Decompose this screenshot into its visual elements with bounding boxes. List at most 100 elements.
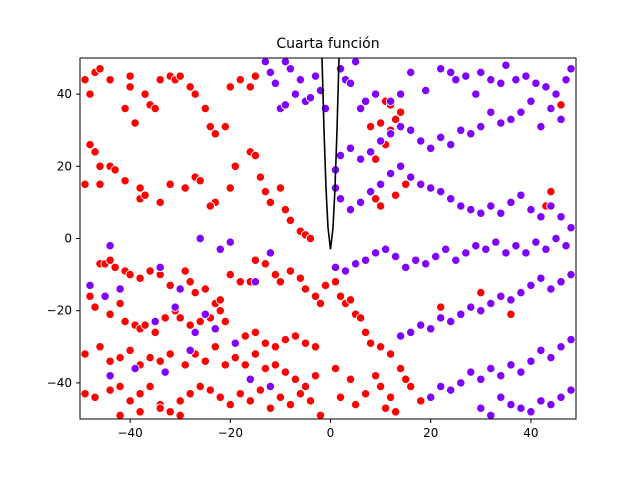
scatter-point-purple <box>466 129 476 139</box>
scatter-point-red <box>385 349 396 359</box>
scatter-point-red <box>225 269 235 280</box>
scatter-point-red <box>185 82 195 92</box>
scatter-point-red <box>245 396 255 406</box>
scatter-point-purple <box>421 85 431 96</box>
scatter-point-purple <box>305 93 316 103</box>
scatter-point-red <box>270 360 281 370</box>
scatter-point-purple <box>441 244 451 254</box>
scatter-point-red <box>250 71 261 81</box>
scatter-point-purple <box>270 78 281 88</box>
plot-area <box>80 58 576 419</box>
scatter-point-red <box>401 179 411 189</box>
scatter-point-purple <box>421 259 431 269</box>
decision-curve <box>321 58 340 250</box>
scatter-point-purple <box>230 338 240 348</box>
scatter-point-purple <box>526 407 536 417</box>
scatter-point-purple <box>160 367 170 377</box>
scatter-point-red <box>125 345 135 356</box>
scatter-point-purple <box>330 262 341 273</box>
scatter-point-purple <box>501 248 511 258</box>
scatter-point-red <box>225 82 235 92</box>
scatter-point-purple <box>265 381 276 392</box>
scatter-point-red <box>365 338 376 348</box>
scatter-point-purple <box>511 75 521 85</box>
scatter-point-red <box>120 103 130 114</box>
scatter-point-red <box>395 107 406 117</box>
scatter-point-purple <box>531 78 541 88</box>
scatter-point-red <box>175 71 185 81</box>
scatter-point-red <box>235 75 245 85</box>
y-tick-label: 0 <box>64 232 72 246</box>
scatter-point-red <box>135 273 145 283</box>
scatter-point-purple <box>456 125 466 135</box>
scatter-point-purple <box>516 367 526 377</box>
scatter-point-purple <box>561 75 571 85</box>
scatter-point-purple <box>416 179 426 189</box>
scatter-point-purple <box>411 255 421 265</box>
scatter-point-purple <box>426 392 436 402</box>
scatter-point-purple <box>526 356 536 366</box>
scatter-point-red <box>285 399 296 410</box>
scatter-point-purple <box>436 186 446 197</box>
scatter-point-red <box>180 266 190 276</box>
scatter-point-purple <box>506 399 516 410</box>
y-tick-label: −40 <box>47 376 72 390</box>
scatter-point-red <box>546 186 556 197</box>
scatter-point-purple <box>350 259 361 269</box>
scatter-point-purple <box>521 248 531 258</box>
scatter-point-red <box>240 360 250 370</box>
scatter-point-purple <box>365 147 376 157</box>
scatter-point-purple <box>280 58 291 67</box>
scatter-point-red <box>285 215 296 226</box>
scatter-point-red <box>180 360 190 370</box>
scatter-point-red <box>105 75 115 85</box>
scatter-point-red <box>165 179 175 189</box>
scatter-point-purple <box>476 67 486 78</box>
scatter-point-purple <box>426 143 436 153</box>
scatter-point-red <box>125 269 135 280</box>
scatter-point-red <box>235 277 245 287</box>
scatter-point-purple <box>155 262 165 273</box>
scatter-point-purple <box>476 208 486 218</box>
scatter-point-purple <box>390 251 401 262</box>
scatter-point-red <box>85 89 95 99</box>
x-tick-label: −20 <box>218 426 243 440</box>
scatter-point-red <box>155 197 165 208</box>
scatter-point-red <box>125 82 135 92</box>
scatter-point-purple <box>486 363 496 374</box>
scatter-point-purple <box>546 201 556 211</box>
scatter-point-purple <box>401 262 411 273</box>
scatter-point-red <box>260 363 271 374</box>
scatter-point-purple <box>531 237 541 247</box>
scatter-point-purple <box>446 316 456 327</box>
scatter-point-purple <box>85 280 95 291</box>
scatter-point-purple <box>496 118 506 128</box>
scatter-point-red <box>275 183 286 193</box>
scatter-point-red <box>175 410 185 419</box>
scatter-point-red <box>556 100 566 110</box>
axes: −40 −20 0 20 40 −40 −20 0 20 40 <box>47 57 577 440</box>
scatter-point-red <box>250 150 261 161</box>
scatter-point-purple <box>385 129 396 139</box>
scatter-point-purple <box>521 71 531 81</box>
scatter-point-purple <box>426 324 436 334</box>
scatter-point-red <box>145 352 155 363</box>
scatter-point-purple <box>360 96 371 106</box>
scatter-point-red <box>300 338 311 348</box>
scatter-point-purple <box>476 403 486 413</box>
scatter-point-purple <box>260 58 271 67</box>
scatter-point-red <box>375 381 386 392</box>
scatter-point-purple <box>556 212 566 222</box>
scatter-point-red <box>255 172 266 182</box>
scatter-point-red <box>145 381 155 392</box>
scatter-point-red <box>125 396 135 406</box>
scatter-point-purple <box>370 248 381 258</box>
scatter-point-purple <box>426 183 436 193</box>
scatter-point-purple <box>185 345 195 356</box>
scatter-point-red <box>380 403 391 413</box>
scatter-point-purple <box>466 204 476 215</box>
scatter-point-purple <box>496 371 506 381</box>
scatter-point-red <box>190 89 200 99</box>
scatter-point-red <box>230 352 240 363</box>
